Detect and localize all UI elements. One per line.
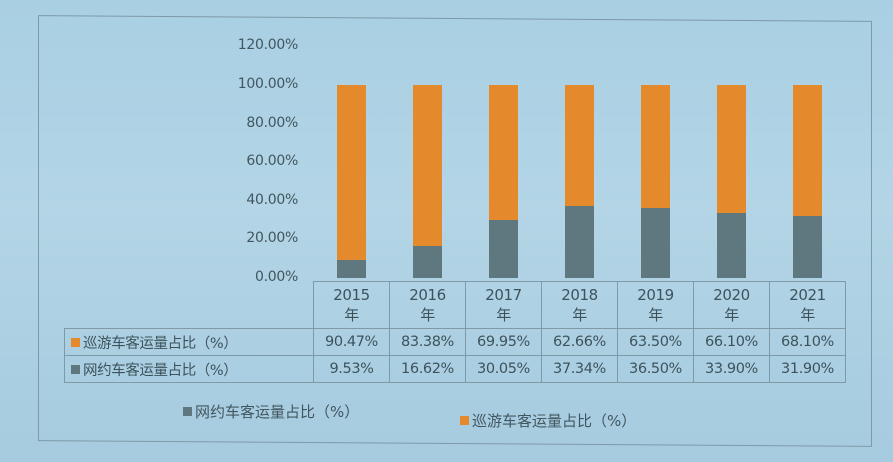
header-blank-cell (64, 281, 314, 329)
year-number: 2016 (409, 286, 446, 304)
orange-swatch-icon (460, 416, 469, 425)
year-suffix: 年 (344, 306, 359, 324)
year-header-cell: 2021 年 (769, 281, 846, 329)
year-number: 2019 (637, 286, 674, 304)
bar-segment-taxi (488, 85, 518, 220)
y-tick-label: 0.00% (255, 269, 298, 285)
year-number: 2017 (485, 286, 522, 304)
table-cell: 33.90% (693, 355, 770, 383)
table-cell: 31.90% (769, 355, 846, 383)
year-suffix: 年 (572, 306, 587, 324)
table-cell: 66.10% (693, 328, 770, 356)
bar-segment-ridehail (336, 259, 366, 278)
table-cell: 9.53% (313, 355, 390, 383)
table-row-ridehail: 网约车客运量占比（%） 9.53% 16.62% 30.05% 37.34% 36.50… (64, 355, 846, 383)
gray-swatch-icon (183, 407, 192, 416)
legend-item-taxi: 巡游车客运量占比（%） (460, 410, 636, 431)
bar-segment-taxi (716, 85, 746, 213)
table-row-taxi: 巡游车客运量占比（%） 90.47% 83.38% 69.95% 62.66% 63.5… (64, 328, 846, 356)
year-header-cell: 2018 年 (541, 281, 618, 329)
y-tick-label: 100.00% (237, 76, 299, 92)
row-label: 网约车客运量占比（%） (64, 355, 314, 383)
table-cell: 68.10% (769, 328, 846, 356)
table-cell: 37.34% (541, 355, 618, 383)
stacked-bar (792, 85, 822, 278)
year-number: 2020 (713, 286, 750, 304)
stacked-bar (336, 85, 366, 278)
stacked-bar (564, 85, 594, 278)
year-number: 2015 (333, 286, 370, 304)
gray-swatch-icon (71, 364, 80, 374)
bar-segment-taxi (412, 85, 442, 246)
legend-item-ridehail: 网约车客运量占比（%） (183, 401, 359, 422)
year-suffix: 年 (724, 306, 739, 324)
bar-segment-ridehail (640, 207, 670, 278)
year-number: 2021 (789, 286, 826, 304)
data-table: 2015 年 2016 年 2017 年 2018 年 2019 年 2020 年 2021 年 巡游车客… (64, 281, 846, 383)
bar-segment-taxi (640, 85, 670, 208)
bar-segment-ridehail (792, 216, 822, 278)
bar-segment-ridehail (716, 212, 746, 278)
table-cell: 83.38% (389, 328, 466, 356)
bar-segment-ridehail (564, 205, 594, 278)
row-label: 巡游车客运量占比（%） (64, 328, 314, 356)
table-cell: 63.50% (617, 328, 694, 356)
table-cell: 62.66% (541, 328, 618, 356)
y-tick-label: 40.00% (246, 191, 298, 208)
y-tick-label: 80.00% (246, 114, 298, 131)
year-suffix: 年 (496, 306, 511, 324)
year-suffix: 年 (800, 306, 815, 324)
year-suffix: 年 (648, 306, 663, 324)
table-cell: 16.62% (389, 355, 466, 383)
year-header-row: 2015 年 2016 年 2017 年 2018 年 2019 年 2020 年 2021 年 (64, 281, 846, 329)
bar-segment-taxi (792, 85, 822, 217)
orange-swatch-icon (71, 337, 80, 347)
bar-segment-taxi (564, 85, 594, 206)
year-header-cell: 2015 年 (313, 281, 390, 329)
y-tick-label: 60.00% (246, 153, 298, 170)
year-header-cell: 2016 年 (389, 281, 466, 329)
y-tick-label: 20.00% (246, 230, 298, 247)
stacked-bar (716, 85, 746, 278)
table-cell: 30.05% (465, 355, 542, 383)
year-suffix: 年 (420, 306, 435, 324)
year-header-cell: 2019 年 (617, 281, 694, 329)
table-cell: 36.50% (617, 355, 694, 383)
stacked-bar (640, 85, 670, 278)
year-header-cell: 2020 年 (693, 281, 770, 329)
bar-segment-taxi (336, 85, 366, 260)
stacked-bar (412, 85, 442, 278)
year-number: 2018 (561, 286, 598, 304)
y-tick-label: 120.00% (237, 37, 299, 54)
stacked-bar (488, 85, 518, 278)
table-cell: 90.47% (313, 328, 390, 356)
bar-segment-ridehail (412, 245, 442, 278)
table-cell: 69.95% (465, 328, 542, 356)
year-header-cell: 2017 年 (465, 281, 542, 329)
bar-segment-ridehail (488, 220, 518, 278)
